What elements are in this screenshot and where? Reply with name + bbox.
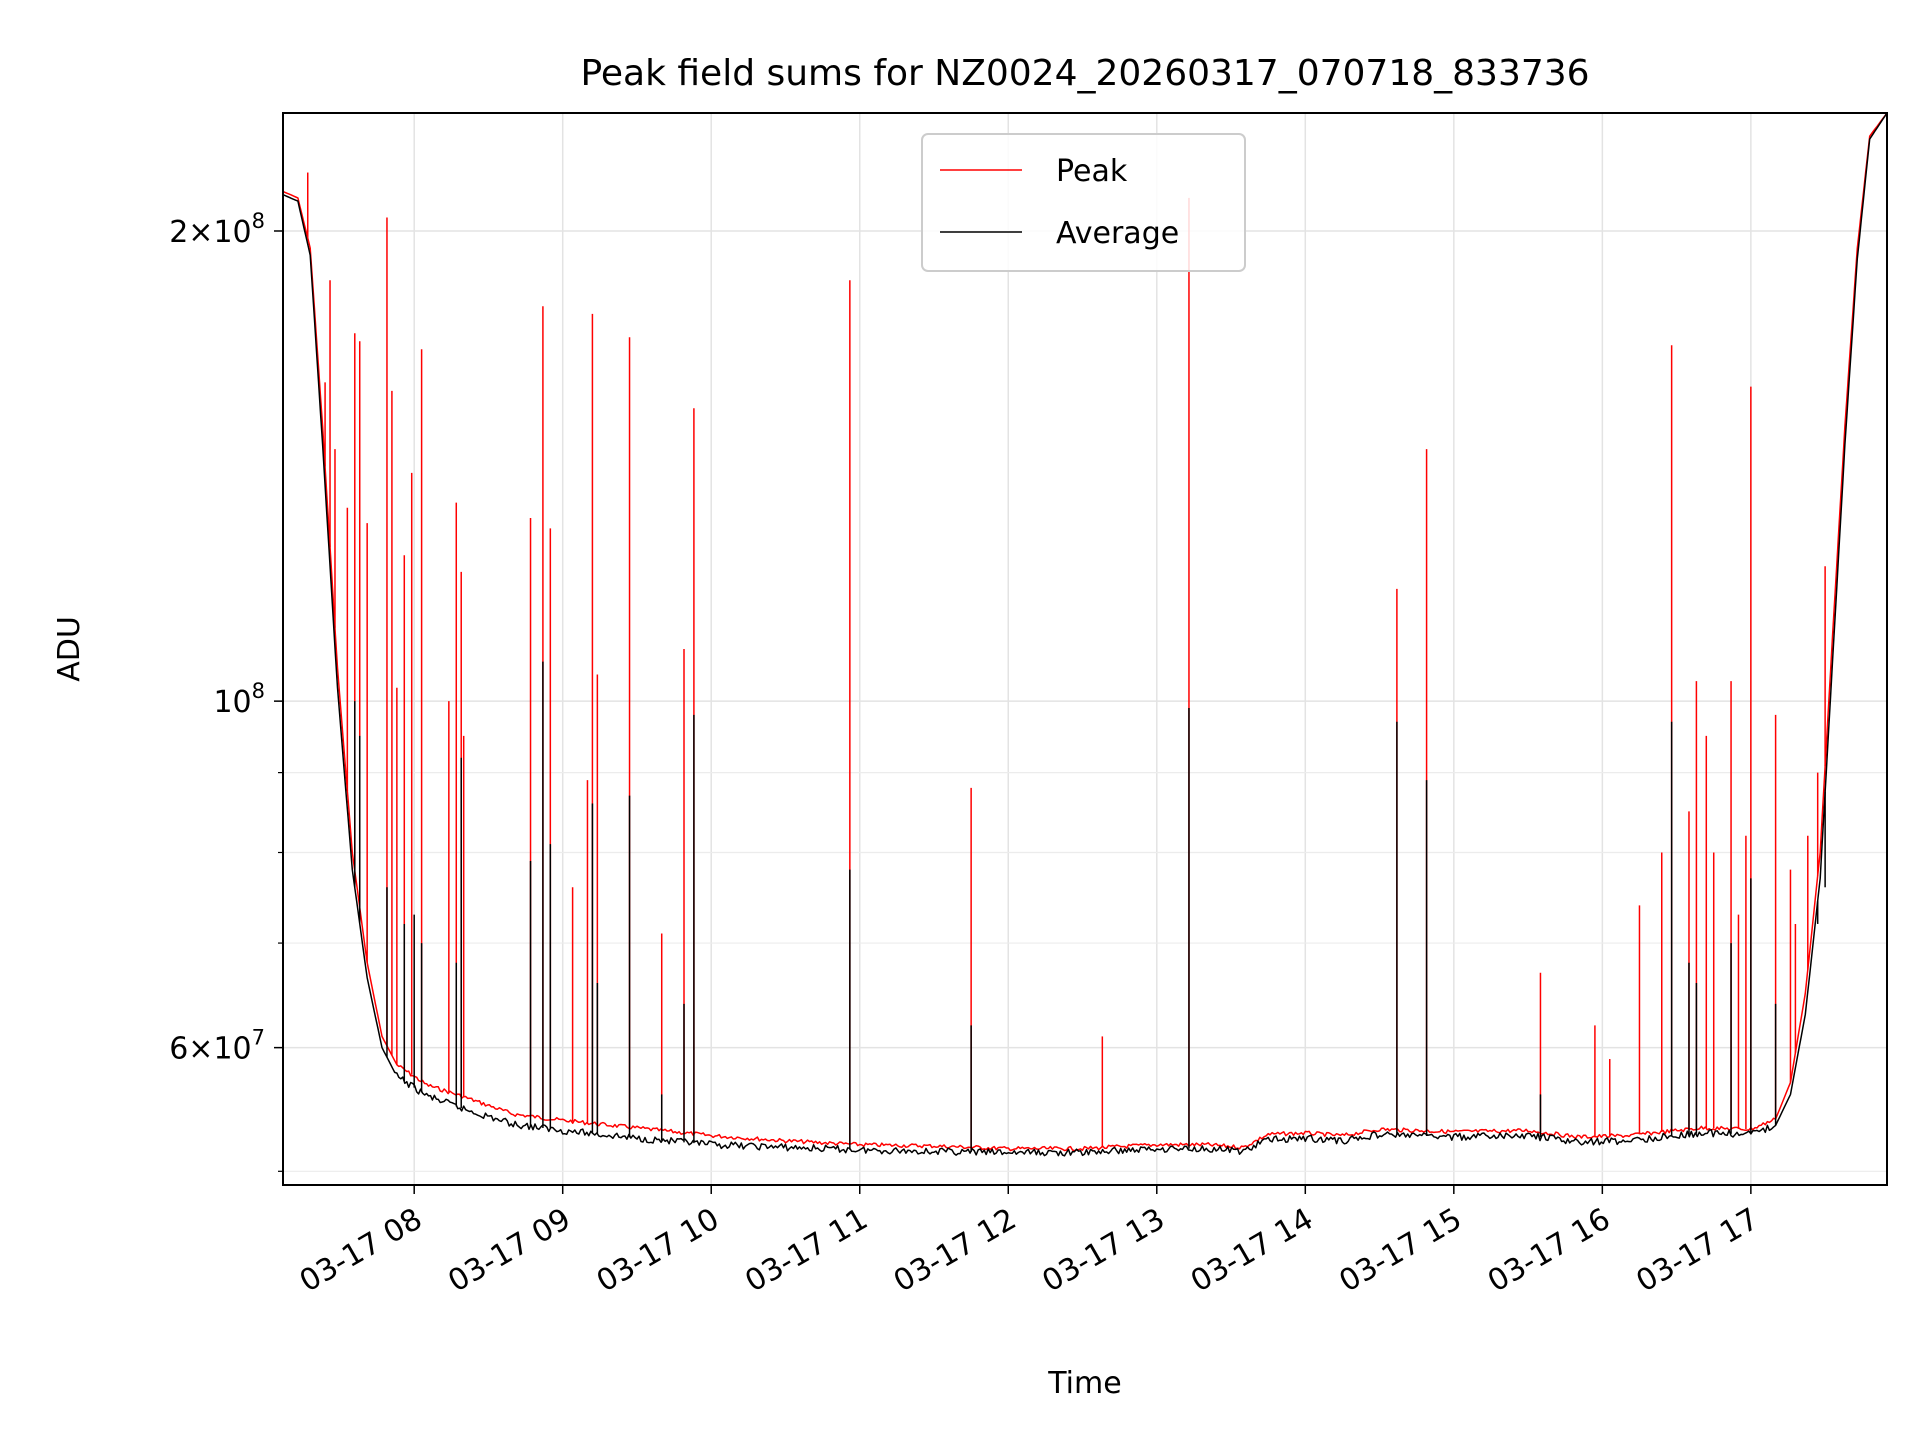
legend-label-peak: Peak [1056, 154, 1128, 189]
series-line-peak [282, 112, 1888, 1152]
y-tick-label: 6×107 [169, 1026, 265, 1067]
x-axis-label: Time [1047, 1366, 1121, 1401]
series-average [282, 112, 1888, 1157]
y-tick-label: 108 [213, 679, 265, 720]
legend-box [921, 133, 1246, 272]
series-layer [282, 112, 1888, 1157]
chart-title: Peak field sums for NZ0024_20260317_0707… [580, 53, 1589, 94]
y-axis-label: ADU [52, 616, 87, 682]
series-line-average [282, 112, 1888, 1157]
plot-frame [282, 112, 1888, 1186]
series-peak [282, 112, 1888, 1152]
y-tick-label: 2×108 [169, 209, 265, 250]
legend-label-average: Average [1056, 216, 1179, 251]
legend: Peak Average [921, 133, 1246, 272]
